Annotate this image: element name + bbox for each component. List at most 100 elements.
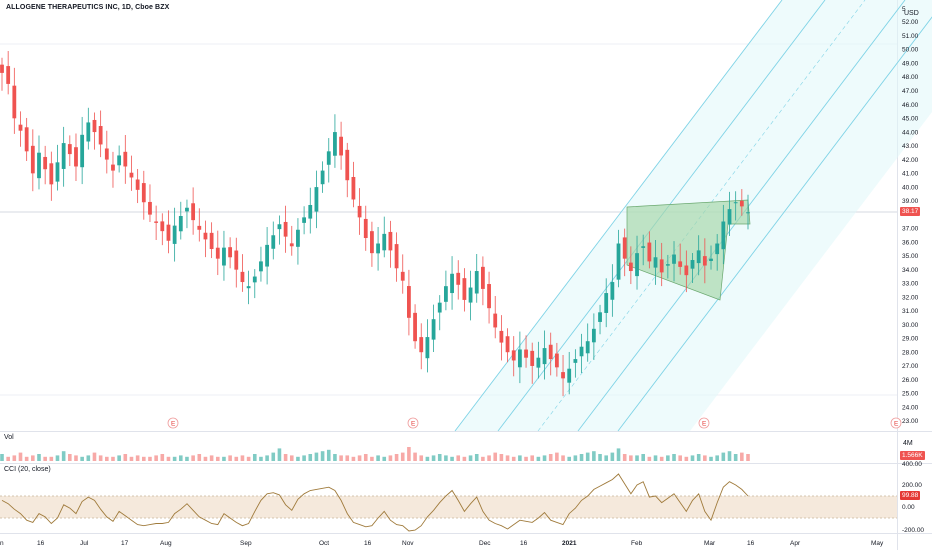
volume-bar [437,454,442,461]
volume-bar [672,454,676,461]
price-tick-label: 28.00 [902,349,919,356]
volume-bar [474,454,479,461]
candle-body [585,341,590,354]
volume-bar [419,455,424,461]
volume-bar [228,455,232,461]
volume-bar [370,456,374,461]
volume-bar [524,456,528,461]
volume-bar [592,451,596,461]
volume-bar [296,456,300,461]
price-axis: 5 52.00 51.00 50.00 49.00 48.00 47.00 46.00 45.0… [902,6,924,534]
candle-body [117,155,122,166]
volume-bar [252,454,257,461]
volume-bar [548,454,553,461]
candle-body [215,247,220,259]
candle-body [641,246,646,248]
time-tick-label: Oct [319,540,329,547]
volume-bar [376,455,380,461]
candle-body [487,284,491,309]
volume-bar [542,455,547,461]
volume-bar [400,452,405,461]
volume-bar [382,456,387,461]
candle-body [296,229,300,247]
candle-body [74,147,78,167]
earnings-marker[interactable] [698,417,710,429]
candle-body [228,247,233,258]
candle-body [203,232,208,240]
candle-body [18,124,23,131]
candle-body [598,312,602,322]
price-tick-label: 30.00 [902,322,919,329]
volume-bar [160,454,165,461]
candle-body [746,212,750,214]
candle-body [542,348,547,365]
volume-bar [43,456,47,461]
time-tick-label: Dec [479,540,491,547]
volume-bar [407,447,411,461]
candle-body [456,272,461,285]
candle-body [419,337,424,353]
candle-body [407,286,411,318]
volume-bar [222,456,226,461]
earnings-marker[interactable] [890,417,902,429]
candle-body [185,207,189,212]
volume-bar [536,456,541,461]
volume-bar [487,455,491,461]
candle-body [135,179,140,190]
candle-body [333,132,337,156]
cci-tick-label: -200.00 [902,527,924,534]
volume-bar [499,454,504,461]
time-tick-label: n [0,540,4,547]
volume-bar [117,455,121,461]
candle-body [665,264,670,266]
time-tick-label: Mar [704,540,716,547]
volume-bar [283,454,288,461]
volume-bar [123,454,128,461]
earnings-marker[interactable] [167,417,179,429]
volume-bar [265,455,269,461]
earnings-marker[interactable] [407,417,419,429]
volume-bar [314,452,319,461]
earnings-marker-label: E [171,421,176,428]
candle-body [579,346,584,357]
time-tick-label: Aug [160,540,172,547]
candle-body [67,144,72,155]
candle-body [49,163,54,185]
candle-body [222,247,226,266]
volume-bar [135,455,140,461]
volume-bar [555,452,559,461]
volume-bar [610,452,615,461]
candle-body [524,349,528,358]
volume-bar [271,452,276,461]
candle-body [628,262,633,272]
volume-bar [185,456,189,461]
candle-body [240,271,245,283]
volume-bar [333,454,337,461]
volume-bar [394,454,399,461]
volume-bar [12,455,17,461]
volume-bar [55,455,60,461]
volume-bar [666,455,670,461]
candle-body [696,250,701,264]
candle-body [709,258,713,261]
volume-bar [647,456,652,461]
volume-bar [234,456,239,461]
volume-bar [518,455,522,461]
candle-body [450,273,454,294]
candle-body [234,250,239,270]
candle-body [468,287,473,303]
volume-bar [659,456,664,461]
candle-body [265,244,270,267]
candle-body [80,134,85,168]
cci-tick-label: 200.00 [902,482,922,489]
candle-body [129,172,134,178]
candle-body [345,149,350,181]
candle-body [616,243,621,280]
candle-body [554,353,559,368]
candle-body [474,271,479,294]
candle-body [727,209,732,225]
candle-body [277,224,282,230]
candle-body [530,350,535,366]
